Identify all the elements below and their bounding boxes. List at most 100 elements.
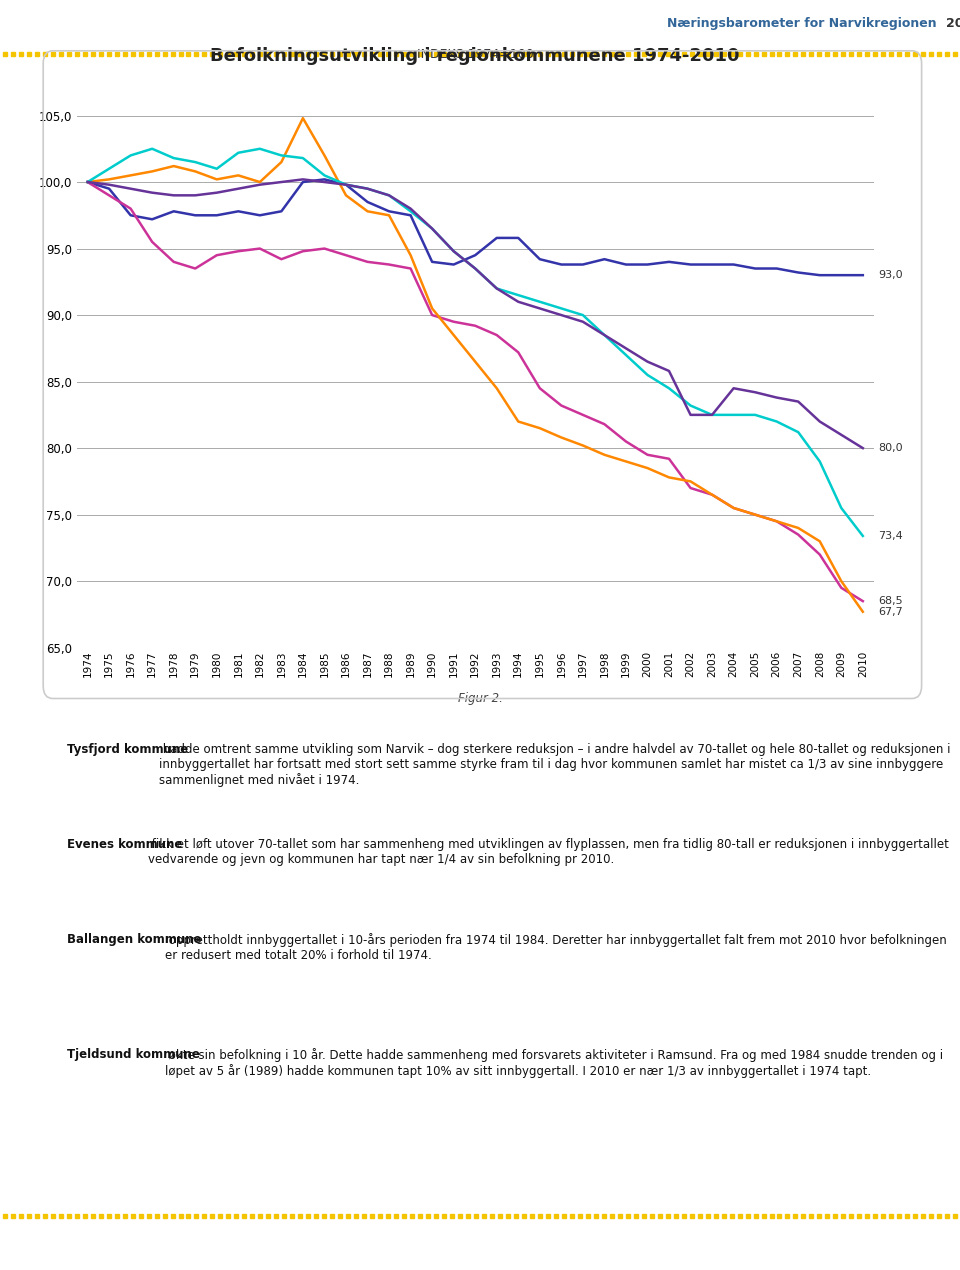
Tjeldsund — [189, 164, 201, 179]
Line: Evenes: Evenes — [87, 149, 863, 536]
Ballangen — [620, 340, 632, 356]
Evenes — [728, 408, 739, 423]
Evenes — [168, 150, 180, 165]
Ballangen — [82, 174, 93, 189]
Ballangen — [104, 177, 115, 192]
Text: økte sin befolkning i 10 år. Dette hadde sammenheng med forsvarets aktiviteter i: økte sin befolkning i 10 år. Dette hadde… — [165, 1048, 944, 1078]
Narvik — [814, 268, 826, 283]
Tjeldsund — [319, 147, 330, 163]
Ballangen — [232, 182, 244, 197]
Narvik — [835, 268, 847, 283]
Evenes — [577, 307, 588, 323]
Tysfjord — [491, 328, 502, 343]
Tysfjord — [189, 260, 201, 276]
Evenes — [599, 328, 611, 343]
Evenes — [298, 150, 309, 165]
Ballangen — [684, 408, 696, 423]
Evenes — [232, 145, 244, 160]
Tjeldsund — [147, 164, 158, 179]
Evenes — [663, 381, 675, 396]
Ballangen — [534, 301, 545, 316]
Narvik — [362, 194, 373, 210]
Evenes — [82, 174, 93, 189]
Narvik — [125, 208, 136, 224]
Ballangen — [211, 185, 223, 201]
Narvik — [513, 230, 524, 245]
Evenes — [771, 414, 782, 429]
Ballangen — [835, 427, 847, 442]
Evenes — [319, 168, 330, 183]
Narvik — [707, 257, 718, 272]
Line: Ballangen: Ballangen — [87, 179, 863, 448]
Narvik — [147, 212, 158, 227]
Tjeldsund — [340, 188, 351, 203]
Tysfjord — [211, 248, 223, 263]
Tysfjord — [556, 398, 567, 413]
Evenes — [491, 281, 502, 296]
Evenes — [147, 141, 158, 156]
Text: 73,4: 73,4 — [877, 531, 902, 541]
Evenes — [684, 398, 696, 413]
Tysfjord — [750, 507, 761, 522]
Tjeldsund — [684, 474, 696, 489]
Narvik — [448, 257, 460, 272]
Evenes — [189, 155, 201, 170]
Narvik — [104, 182, 115, 197]
Narvik — [577, 257, 588, 272]
Tysfjord — [857, 593, 869, 608]
Tysfjord — [771, 513, 782, 528]
Ballangen — [319, 174, 330, 189]
Narvik — [383, 203, 395, 218]
Tysfjord — [426, 307, 438, 323]
Ballangen — [147, 185, 158, 201]
Ballangen — [857, 441, 869, 456]
Tjeldsund — [362, 203, 373, 218]
Tysfjord — [835, 580, 847, 596]
Ballangen — [728, 381, 739, 396]
Narvik — [663, 254, 675, 269]
Evenes — [125, 147, 136, 163]
Tysfjord — [534, 381, 545, 396]
Tjeldsund — [814, 533, 826, 549]
Evenes — [340, 177, 351, 192]
Text: hadde omtrent samme utvikling som Narvik – dog sterkere reduksjon – i andre halv: hadde omtrent samme utvikling som Narvik… — [159, 743, 950, 787]
Ballangen — [814, 414, 826, 429]
Narvik — [599, 251, 611, 267]
Tysfjord — [599, 417, 611, 432]
Tjeldsund — [469, 354, 481, 370]
Tjeldsund — [168, 159, 180, 174]
Tysfjord — [513, 344, 524, 359]
Ballangen — [298, 171, 309, 187]
Evenes — [556, 301, 567, 316]
Line: Tysfjord: Tysfjord — [87, 182, 863, 601]
Tjeldsund — [125, 168, 136, 183]
Evenes — [857, 528, 869, 544]
Tysfjord — [620, 434, 632, 450]
Narvik — [211, 208, 223, 224]
Tjeldsund — [405, 248, 417, 263]
Tysfjord — [362, 254, 373, 269]
Evenes — [362, 182, 373, 197]
Tjeldsund — [663, 470, 675, 485]
Evenes — [641, 367, 653, 382]
Narvik — [750, 260, 761, 276]
Narvik — [276, 203, 287, 218]
Text: Ballangen kommune: Ballangen kommune — [67, 933, 202, 946]
Narvik — [620, 257, 632, 272]
Tjeldsund — [857, 605, 869, 620]
Evenes — [513, 287, 524, 302]
Text: Tysfjord kommune: Tysfjord kommune — [67, 743, 188, 756]
Evenes — [469, 260, 481, 276]
Ballangen — [707, 408, 718, 423]
Text: INDEKS 1974=100: INDEKS 1974=100 — [417, 48, 534, 61]
Tjeldsund — [835, 574, 847, 589]
Line: Narvik: Narvik — [87, 179, 863, 276]
Text: Næringsbarometer for Narvikregionen: Næringsbarometer for Narvikregionen — [667, 17, 941, 29]
Ballangen — [663, 363, 675, 378]
Tysfjord — [663, 451, 675, 466]
Ballangen — [383, 188, 395, 203]
Tysfjord — [641, 447, 653, 462]
Text: Figur 2.: Figur 2. — [458, 692, 502, 705]
Tysfjord — [125, 201, 136, 216]
Evenes — [426, 221, 438, 236]
